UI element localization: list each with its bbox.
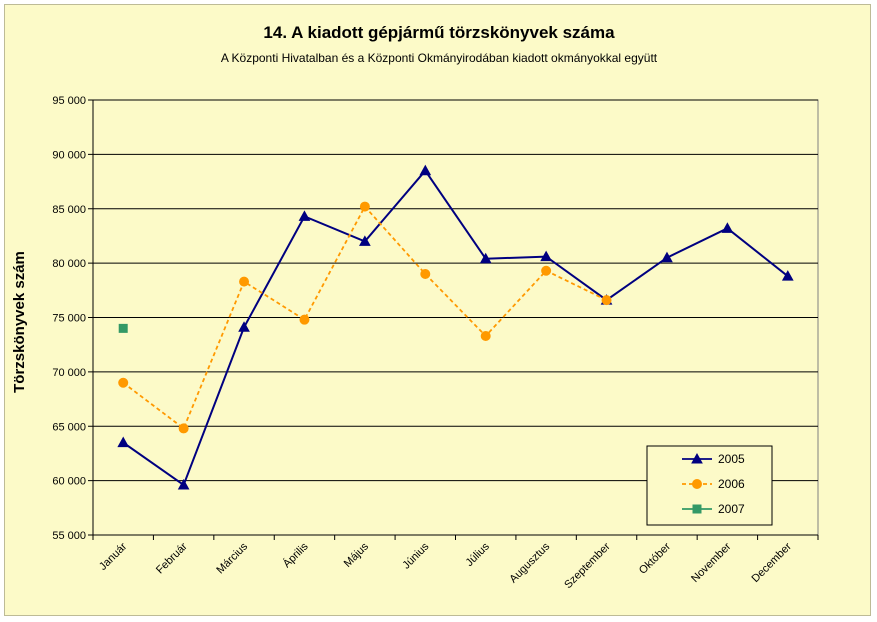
data-point-2005 <box>781 270 794 281</box>
legend-label-2007: 2007 <box>718 502 745 516</box>
chart-title: 14. A kiadott gépjármű törzskönyvek szám… <box>263 23 615 42</box>
data-point-2005 <box>479 252 492 264</box>
legend-label-2005: 2005 <box>718 452 745 466</box>
data-point-2005 <box>721 222 734 233</box>
data-point-2005 <box>540 250 552 262</box>
data-point-2006 <box>359 201 370 212</box>
legend-marker-2006 <box>692 479 702 489</box>
data-point-2006 <box>420 269 431 279</box>
data-point-2005 <box>419 164 432 176</box>
y-tick-label: 85 000 <box>52 204 86 216</box>
legend-label-2006: 2006 <box>718 477 745 491</box>
data-point-2006 <box>178 423 189 434</box>
chart-subtitle: A Központi Hivatalban és a Központi Okmá… <box>221 51 658 65</box>
data-point-2005 <box>298 210 311 221</box>
legend-marker-2007 <box>692 504 702 514</box>
x-tick-label: Február <box>154 540 190 576</box>
x-tick-label: December <box>750 540 795 585</box>
data-point-2006 <box>299 314 310 325</box>
legend-marker-2005 <box>691 452 703 464</box>
y-tick-label: 95 000 <box>52 95 86 107</box>
legend-box <box>646 445 773 526</box>
x-tick-label: Január <box>97 540 130 573</box>
y-tick-label: 55 000 <box>52 530 86 542</box>
data-point-2006 <box>118 377 129 388</box>
x-tick-label: Április <box>280 540 311 571</box>
x-tick-label: Augusztus <box>507 540 552 585</box>
data-point-2007 <box>118 323 128 333</box>
data-point-2005 <box>238 321 250 332</box>
y-tick-label: 60 000 <box>52 476 86 488</box>
y-axis-label: Törzskönyvek szám <box>11 251 28 393</box>
data-point-2005 <box>117 436 130 448</box>
data-point-2006 <box>601 295 612 306</box>
y-tick-label: 65 000 <box>52 421 86 433</box>
x-tick-label: November <box>689 540 734 585</box>
data-point-2005 <box>661 251 673 263</box>
data-point-2006 <box>480 330 491 341</box>
x-tick-label: Március <box>214 540 250 576</box>
y-tick-label: 90 000 <box>52 149 86 161</box>
data-point-2006 <box>239 276 250 287</box>
y-tick-label: 75 000 <box>52 313 86 325</box>
x-tick-label: Július <box>463 540 492 569</box>
data-point-2006 <box>541 265 552 276</box>
x-tick-label: Október <box>637 540 673 576</box>
series-line-2005 <box>122 169 789 487</box>
x-tick-label: Szeptember <box>562 540 613 591</box>
x-tick-label: Június <box>400 540 431 571</box>
data-point-2005 <box>177 478 190 490</box>
y-tick-label: 70 000 <box>52 367 86 379</box>
y-tick-label: 80 000 <box>52 258 86 270</box>
data-point-2005 <box>359 235 371 246</box>
x-tick-label: Május <box>342 540 372 570</box>
